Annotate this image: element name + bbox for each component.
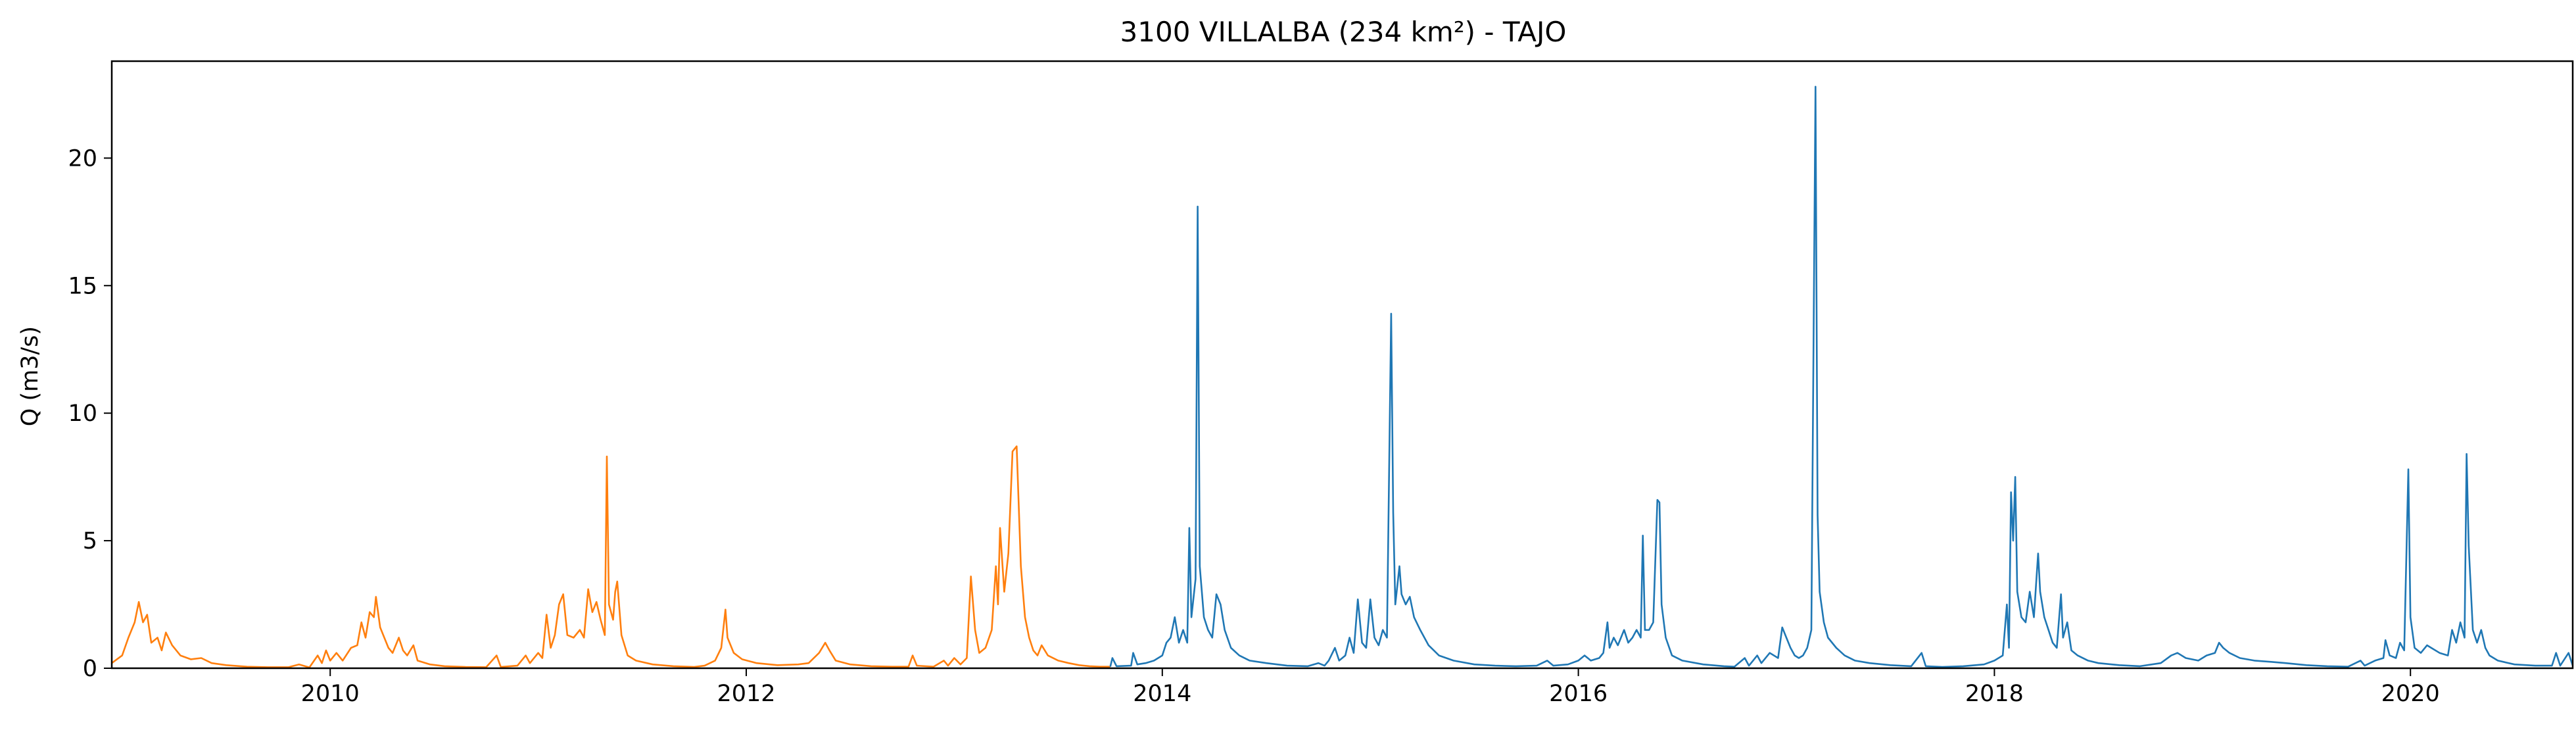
y-tick-label: 15: [68, 273, 97, 299]
y-axis: 0 5 10 15 20: [68, 145, 112, 682]
series-line-2: [1109, 86, 2574, 668]
y-axis-label: Q (m3/s): [17, 326, 43, 426]
series-line-1: [111, 445, 1110, 669]
y-tick-label: 5: [83, 528, 97, 554]
chart-title: 3100 VILLALBA (234 km²) - TAJO: [1120, 16, 1567, 48]
x-tick-label: 2014: [1133, 681, 1191, 707]
x-tick-label: 2012: [717, 681, 775, 707]
x-axis: 2010 2012 2014 2016 2018 2020: [301, 668, 2440, 707]
y-tick-label: 20: [68, 145, 97, 172]
x-tick-label: 2020: [2381, 681, 2440, 707]
series-layer: [111, 86, 2574, 669]
plot-area-frame: [110, 60, 2574, 670]
y-tick-label: 10: [68, 401, 97, 427]
y-tick-label: 0: [83, 656, 97, 682]
x-tick-label: 2016: [1549, 681, 1608, 707]
x-tick-label: 2010: [301, 681, 360, 707]
x-tick-label: 2018: [1965, 681, 2024, 707]
